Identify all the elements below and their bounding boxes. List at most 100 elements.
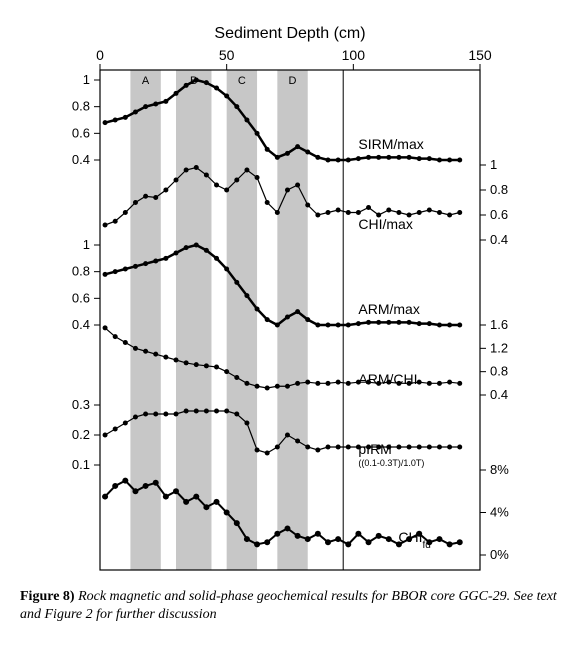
series-marker	[214, 409, 219, 414]
series-marker	[284, 525, 290, 531]
series-marker	[265, 147, 270, 152]
series-marker	[122, 478, 128, 484]
series-marker	[123, 115, 128, 120]
series-label: ARM/max	[358, 301, 419, 317]
series-marker	[376, 155, 381, 160]
series-marker	[427, 381, 432, 386]
series-marker	[275, 323, 280, 328]
series-marker	[457, 210, 462, 215]
series-marker	[204, 248, 209, 253]
series-marker	[103, 223, 108, 228]
series-marker	[265, 451, 270, 456]
series-marker	[153, 195, 158, 200]
series-marker	[113, 219, 118, 224]
series-marker	[315, 381, 320, 386]
series-marker	[436, 536, 442, 542]
series-marker	[163, 494, 169, 500]
x-tick-label: 100	[342, 47, 366, 63]
series-marker	[153, 352, 158, 357]
series-marker	[275, 445, 280, 450]
y-tick-label: 0.6	[72, 125, 90, 140]
series-marker	[204, 363, 209, 368]
series-marker	[244, 168, 249, 173]
series-marker	[113, 118, 118, 123]
series-marker	[234, 375, 239, 380]
series-marker	[113, 269, 118, 274]
series-marker	[417, 156, 422, 161]
series-marker	[366, 539, 372, 545]
series-marker	[305, 317, 310, 322]
series-marker	[326, 210, 331, 215]
y-tick-label: 1.6	[490, 317, 508, 332]
series-marker	[305, 380, 310, 385]
series-marker	[376, 320, 381, 325]
series-marker	[143, 261, 148, 266]
series-marker	[305, 445, 310, 450]
series-marker	[376, 533, 382, 539]
series-marker	[133, 346, 138, 351]
series-marker	[447, 541, 453, 547]
series-marker	[265, 200, 270, 205]
y-tick-label: 0%	[490, 547, 509, 562]
series-marker	[163, 99, 168, 104]
series-marker	[305, 150, 310, 155]
series-marker	[224, 94, 229, 99]
caption-label: Figure 8)	[20, 589, 75, 604]
series-marker	[447, 323, 452, 328]
series-marker	[447, 445, 452, 450]
series-marker	[163, 355, 168, 360]
series-marker	[153, 259, 158, 264]
y-tick-label: 8%	[490, 462, 509, 477]
series-marker	[123, 421, 128, 426]
series-marker	[427, 156, 432, 161]
series-marker	[264, 539, 270, 545]
series-marker	[143, 483, 149, 489]
series-marker	[224, 188, 229, 193]
series-marker	[356, 321, 361, 326]
series-marker	[427, 445, 432, 450]
series-marker	[123, 340, 128, 345]
series-marker	[315, 155, 320, 160]
series-marker	[214, 86, 219, 91]
series-label: CHIfd	[398, 529, 430, 551]
series-marker	[174, 91, 179, 96]
y-tick-label: 0.8	[72, 99, 90, 114]
series-marker	[214, 365, 219, 370]
gray-band	[130, 70, 160, 570]
series-marker	[285, 315, 290, 320]
chart-svg: ABCDSediment Depth (cm)0501001500.40.60.…	[20, 20, 560, 580]
y-tick-label: 0.2	[72, 427, 90, 442]
x-axis-label: Sediment Depth (cm)	[214, 25, 365, 42]
series-marker	[295, 381, 300, 386]
series-marker	[295, 183, 300, 188]
series-marker	[184, 409, 189, 414]
series-marker	[103, 120, 108, 125]
series-marker	[346, 158, 351, 163]
series-sublabel: ((0.1-0.3T)/1.0T)	[358, 458, 424, 468]
series-marker	[346, 381, 351, 386]
series-marker	[113, 427, 118, 432]
series-marker	[224, 409, 229, 414]
series-marker	[346, 323, 351, 328]
series-marker	[345, 541, 351, 547]
series-marker	[396, 210, 401, 215]
series-marker	[315, 531, 321, 537]
y-tick-label: 0.6	[72, 290, 90, 305]
series-marker	[255, 175, 260, 180]
y-tick-label: 1	[83, 237, 90, 252]
series-label: ARM/CHI	[358, 371, 417, 387]
x-tick-label: 150	[468, 47, 492, 63]
series-marker	[194, 243, 199, 248]
y-tick-label: 1.2	[490, 340, 508, 355]
series-marker	[153, 480, 159, 486]
series-marker	[437, 381, 442, 386]
series-marker	[457, 539, 463, 545]
series-marker	[417, 321, 422, 326]
series-marker	[274, 531, 280, 537]
series-marker	[326, 323, 331, 328]
series-marker	[234, 520, 240, 526]
series-marker	[224, 267, 229, 272]
series-marker	[153, 102, 158, 107]
series-marker	[255, 448, 260, 453]
series-marker	[437, 158, 442, 163]
